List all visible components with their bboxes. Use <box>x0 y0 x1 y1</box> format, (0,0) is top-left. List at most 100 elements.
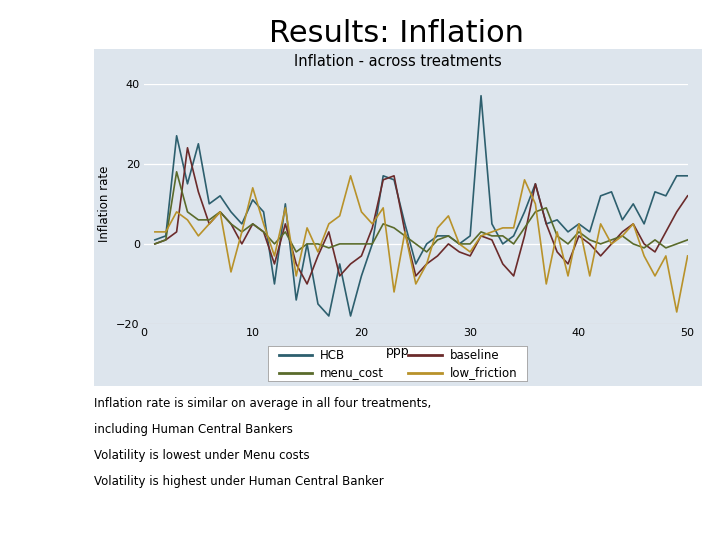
HCB <box>662 193 670 199</box>
Line: menu_cost: menu_cost <box>155 172 688 252</box>
HCB <box>629 201 638 207</box>
Text: Results: Inflation: Results: Inflation <box>269 19 523 48</box>
menu_cost <box>346 241 355 247</box>
low_friction <box>194 233 203 239</box>
HCB <box>227 208 235 215</box>
menu_cost <box>423 248 431 255</box>
low_friction <box>564 273 572 279</box>
Line: baseline: baseline <box>155 148 688 284</box>
HCB <box>248 197 257 203</box>
baseline <box>238 241 246 247</box>
menu_cost <box>575 228 583 235</box>
HCB <box>575 221 583 227</box>
HCB <box>270 281 279 287</box>
HCB <box>172 132 181 139</box>
HCB <box>509 233 518 239</box>
HCB <box>368 241 377 247</box>
low_friction <box>379 205 387 211</box>
HCB <box>161 233 170 239</box>
menu_cost <box>161 237 170 243</box>
menu_cost <box>455 241 464 247</box>
menu_cost <box>205 217 214 223</box>
HCB <box>531 180 540 187</box>
menu_cost <box>379 221 387 227</box>
Text: Volatility is lowest under Menu costs: Volatility is lowest under Menu costs <box>94 449 309 462</box>
HCB <box>607 188 616 195</box>
HCB <box>205 201 214 207</box>
menu_cost <box>466 241 474 247</box>
low_friction <box>651 273 660 279</box>
Y-axis label: Inflation rate: Inflation rate <box>98 166 111 242</box>
HCB <box>553 217 562 223</box>
baseline <box>607 241 616 247</box>
baseline <box>575 233 583 239</box>
HCB <box>477 92 485 99</box>
low_friction <box>216 208 225 215</box>
Text: low_friction: low_friction <box>449 367 517 380</box>
low_friction <box>172 208 181 215</box>
HCB <box>618 217 626 223</box>
low_friction <box>238 228 246 235</box>
baseline <box>662 228 670 235</box>
low_friction <box>683 253 692 259</box>
baseline <box>368 225 377 231</box>
menu_cost <box>412 241 420 247</box>
low_friction <box>455 241 464 247</box>
baseline <box>270 261 279 267</box>
low_friction <box>672 309 681 315</box>
HCB <box>498 241 507 247</box>
baseline <box>183 145 192 151</box>
menu_cost <box>150 241 159 247</box>
menu_cost <box>281 228 289 235</box>
HCB <box>585 228 594 235</box>
menu_cost <box>270 241 279 247</box>
HCB <box>238 221 246 227</box>
low_friction <box>368 221 377 227</box>
baseline <box>216 208 225 215</box>
HCB <box>455 241 464 247</box>
baseline <box>194 188 203 195</box>
menu_cost <box>248 221 257 227</box>
HCB <box>564 228 572 235</box>
menu_cost <box>477 228 485 235</box>
menu_cost <box>487 233 496 239</box>
low_friction <box>498 225 507 231</box>
HCB <box>379 173 387 179</box>
baseline <box>553 248 562 255</box>
baseline <box>509 273 518 279</box>
low_friction <box>205 221 214 227</box>
low_friction <box>259 221 268 227</box>
low_friction <box>487 228 496 235</box>
baseline <box>259 228 268 235</box>
low_friction <box>183 217 192 223</box>
menu_cost <box>357 241 366 247</box>
baseline <box>564 261 572 267</box>
low_friction <box>302 225 311 231</box>
menu_cost <box>509 241 518 247</box>
baseline <box>520 233 528 239</box>
Text: Inflation rate is similar on average in all four treatments,: Inflation rate is similar on average in … <box>94 397 431 410</box>
baseline <box>466 253 474 259</box>
HCB <box>400 221 409 227</box>
low_friction <box>520 177 528 183</box>
low_friction <box>161 228 170 235</box>
HCB <box>412 261 420 267</box>
low_friction <box>531 201 540 207</box>
low_friction <box>618 233 626 239</box>
baseline <box>618 228 626 235</box>
baseline <box>281 221 289 227</box>
low_friction <box>412 281 420 287</box>
menu_cost <box>183 208 192 215</box>
menu_cost <box>302 241 311 247</box>
HCB <box>302 241 311 247</box>
baseline <box>629 221 638 227</box>
menu_cost <box>238 228 246 235</box>
HCB <box>259 208 268 215</box>
HCB <box>390 177 398 183</box>
low_friction <box>336 213 344 219</box>
menu_cost <box>662 245 670 251</box>
low_friction <box>585 273 594 279</box>
menu_cost <box>325 245 333 251</box>
HCB <box>466 233 474 239</box>
menu_cost <box>194 217 203 223</box>
